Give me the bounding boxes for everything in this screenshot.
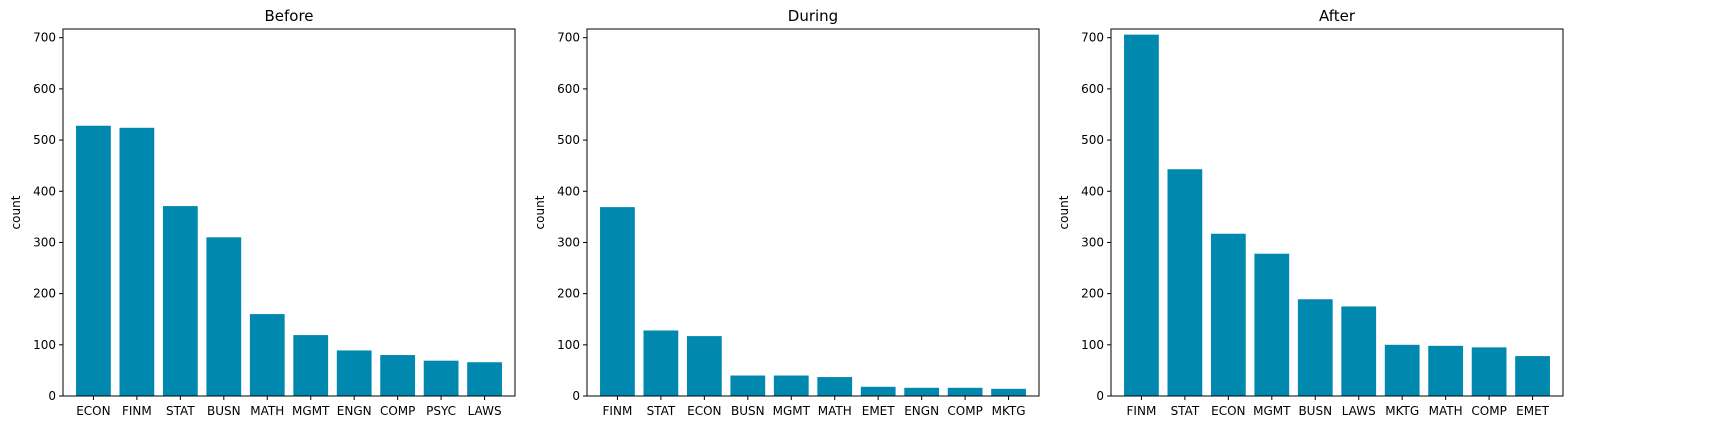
chart-panel-after: After count FINM STAT ECON MGMT BUSN LAWS MKTG… (1057, 7, 1564, 418)
x-tick-label: FINM (1127, 404, 1157, 418)
y-tick-label: 200 (557, 287, 580, 301)
y-axis-label: count (533, 195, 547, 229)
x-tick-label: ENGN (904, 404, 939, 418)
y-tick-label: 0 (1096, 389, 1104, 403)
y-tick-label: 100 (33, 338, 56, 352)
bar-busn (730, 375, 766, 396)
bar-econ (686, 336, 722, 396)
bar-engn (336, 350, 372, 396)
x-tick-label: MKTG (1385, 404, 1419, 418)
x-tick-label: MGMT (773, 404, 811, 418)
bar-emet (860, 386, 896, 396)
bar-mgmt (293, 335, 329, 396)
x-tick-label: ECON (1211, 404, 1245, 418)
bar-stat (1167, 169, 1203, 396)
x-tick-label: ECON (76, 404, 110, 418)
bar-busn (1297, 299, 1333, 396)
x-tick-label: BUSN (1298, 404, 1332, 418)
y-tick-label: 700 (33, 31, 56, 45)
y-tick-label: 200 (1081, 287, 1104, 301)
y-tick-label: 400 (33, 184, 56, 198)
chart-title: During (788, 7, 838, 25)
x-tick-label: ECON (687, 404, 721, 418)
bar-math (249, 314, 285, 396)
bar-math (817, 377, 853, 396)
x-tick-label: FINM (603, 404, 633, 418)
bar-laws (1341, 306, 1377, 396)
y-tick-label: 600 (557, 82, 580, 96)
bar-finm (119, 127, 155, 396)
x-tick-label: LAWS (468, 404, 502, 418)
x-tick-label: EMET (1516, 404, 1550, 418)
y-tick-label: 300 (557, 235, 580, 249)
bar-finm (1124, 34, 1159, 396)
y-tick-label: 500 (557, 133, 580, 147)
y-tick-label: 400 (1081, 184, 1104, 198)
x-tick-label: MGMT (292, 404, 330, 418)
bar-stat (162, 206, 198, 396)
bar-busn (206, 237, 242, 396)
plot-frame (62, 28, 516, 397)
y-axis-label: count (1057, 195, 1071, 229)
bar-mgmt (773, 375, 809, 396)
bar-stat (643, 330, 679, 396)
x-tick-label: COMP (380, 404, 415, 418)
x-tick-label: COMP (947, 404, 982, 418)
x-tick-label: STAT (647, 404, 676, 418)
bar-math (1428, 345, 1464, 396)
x-tick-label: COMP (1471, 404, 1506, 418)
x-tick-label: MGMT (1253, 404, 1291, 418)
bar-comp (947, 387, 983, 396)
y-tick-label: 300 (33, 235, 56, 249)
x-tick-label: BUSN (731, 404, 765, 418)
chart-panel-during: During count FINM STAT ECON BUSN MGMT MATH EME… (533, 7, 1040, 418)
bar-engn (904, 387, 940, 396)
bar-mktg (991, 388, 1026, 396)
y-tick-label: 300 (1081, 235, 1104, 249)
x-tick-label: MKTG (992, 404, 1026, 418)
y-tick-label: 600 (33, 82, 56, 96)
chart-title: After (1319, 7, 1356, 25)
y-tick-label: 500 (1081, 133, 1104, 147)
y-tick-label: 100 (557, 338, 580, 352)
y-tick-label: 100 (1081, 338, 1104, 352)
x-tick-label: FINM (122, 404, 152, 418)
chart-panel-before: Before count ECON FINM STAT BUSN MATH MGMT ENG… (9, 7, 516, 418)
x-tick-label: STAT (166, 404, 195, 418)
bar-econ (76, 125, 111, 397)
bar-finm (600, 207, 635, 396)
y-tick-label: 700 (1081, 31, 1104, 45)
x-tick-label: ENGN (337, 404, 372, 418)
bar-mktg (1384, 344, 1420, 396)
x-tick-label: EMET (862, 404, 896, 418)
x-tick-label: LAWS (1342, 404, 1376, 418)
bar-mgmt (1254, 253, 1290, 396)
plot-frame (586, 28, 1040, 397)
x-tick-label: BUSN (207, 404, 241, 418)
y-tick-label: 0 (572, 389, 580, 403)
bar-psyc (423, 360, 459, 396)
y-tick-label: 200 (33, 287, 56, 301)
x-tick-label: MATH (250, 404, 284, 418)
bar-econ (1210, 233, 1246, 396)
bar-comp (1471, 347, 1507, 396)
plot-frame (1110, 28, 1564, 397)
y-tick-label: 0 (48, 389, 56, 403)
x-tick-label: MATH (818, 404, 852, 418)
y-tick-label: 400 (557, 184, 580, 198)
chart-title: Before (264, 7, 313, 25)
y-axis-label: count (9, 195, 23, 229)
bar-emet (1515, 356, 1550, 396)
x-tick-label: STAT (1171, 404, 1200, 418)
y-tick-label: 700 (557, 31, 580, 45)
bar-comp (380, 355, 416, 396)
x-tick-label: MATH (1429, 404, 1463, 418)
x-tick-label: PSYC (426, 404, 456, 418)
bar-laws (467, 362, 502, 396)
y-tick-label: 600 (1081, 82, 1104, 96)
y-tick-label: 500 (33, 133, 56, 147)
